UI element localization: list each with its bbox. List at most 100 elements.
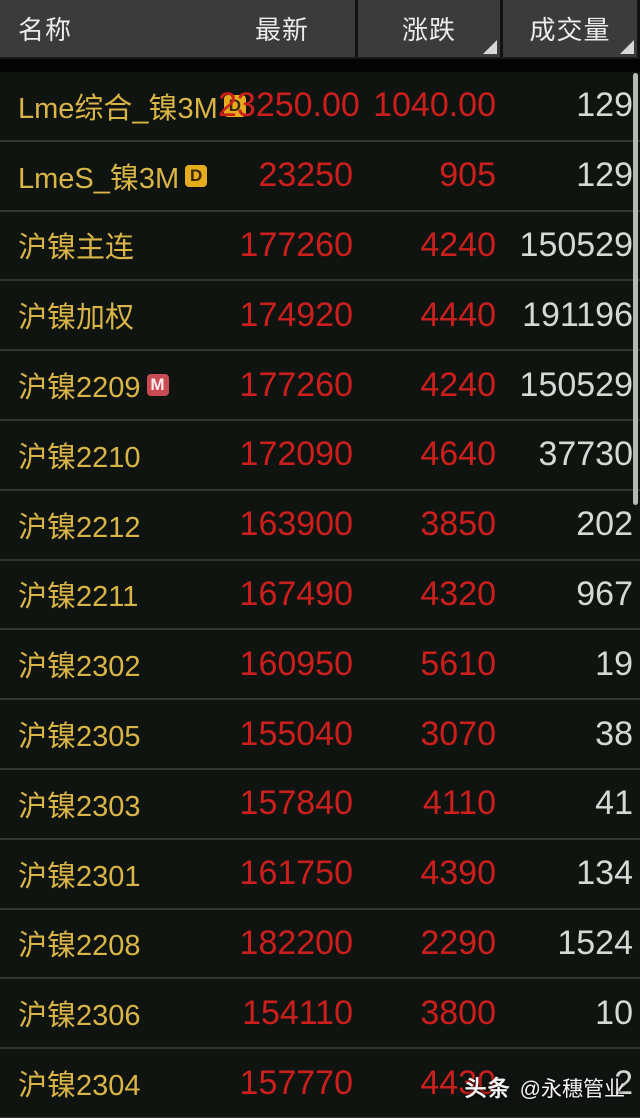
contract-name: 沪镍2209 bbox=[18, 372, 141, 405]
contract-name-cell: 沪镍2209 M bbox=[0, 364, 218, 406]
volume: 202 bbox=[576, 505, 633, 544]
contract-name: 沪镍2306 bbox=[18, 1000, 141, 1033]
table-row[interactable]: 沪镍2212 163900 3850 202 bbox=[0, 491, 640, 561]
last-price: 157770 bbox=[239, 1063, 353, 1102]
volume: 10 bbox=[595, 993, 633, 1032]
column-header-volume-label: 成交量 bbox=[529, 15, 611, 45]
contract-name-cell: 沪镍2302 bbox=[0, 643, 218, 685]
contract-name: 沪镍2302 bbox=[18, 651, 141, 684]
contract-name-cell: 沪镍2305 bbox=[0, 713, 218, 755]
watermark-brand: 头条 bbox=[464, 1076, 511, 1101]
volume: 129 bbox=[576, 156, 633, 195]
last-price: 177260 bbox=[239, 225, 353, 264]
volume: 967 bbox=[576, 574, 633, 613]
price-change: 4240 bbox=[420, 365, 496, 404]
table-row[interactable]: 沪镍2208 182200 2290 1524 bbox=[0, 910, 640, 980]
contract-name: 沪镍2301 bbox=[18, 860, 141, 893]
contract-name-cell: 沪镍2211 bbox=[0, 573, 218, 615]
price-change: 4110 bbox=[422, 784, 496, 823]
price-change: 4430 bbox=[420, 1063, 496, 1102]
last-price: 163900 bbox=[239, 505, 353, 544]
column-header-name[interactable]: 名称 bbox=[0, 0, 218, 57]
column-header-volume[interactable]: 成交量 bbox=[500, 0, 640, 57]
contract-name-cell: 沪镍2306 bbox=[0, 992, 218, 1034]
price-change: 4640 bbox=[420, 435, 496, 474]
column-header-last-label: 最新 bbox=[254, 15, 309, 45]
volume: 41 bbox=[595, 784, 633, 823]
contract-name: 沪镍2304 bbox=[18, 1070, 141, 1103]
volume: 129 bbox=[576, 86, 633, 125]
column-header-last[interactable]: 最新 bbox=[218, 0, 355, 57]
last-price: 161750 bbox=[239, 854, 353, 893]
contract-name: 沪镍主连 bbox=[18, 232, 135, 265]
watermark: 头条 @永穗管业 bbox=[465, 1071, 625, 1103]
volume: 2 bbox=[614, 1063, 633, 1102]
price-change: 5610 bbox=[420, 644, 496, 683]
table-row[interactable]: 沪镍2306 154110 3800 10 bbox=[0, 979, 640, 1050]
column-header-change[interactable]: 涨跌 bbox=[355, 0, 500, 57]
watermark-handle: @永穗管业 bbox=[519, 1078, 625, 1101]
contract-badge: D bbox=[185, 164, 208, 187]
contract-name: Lme综合_镍3M bbox=[18, 92, 218, 125]
table-row[interactable]: 沪镍2210 172090 4640 37730 bbox=[0, 421, 640, 491]
contract-name: 沪镍2212 bbox=[18, 511, 141, 544]
header-divider bbox=[0, 59, 640, 72]
table-row[interactable]: 沪镍2305 155040 3070 38 bbox=[0, 700, 640, 770]
table-row[interactable]: 沪镍2302 160950 5610 19 bbox=[0, 630, 640, 701]
last-price: 154110 bbox=[242, 993, 353, 1032]
contract-name-cell: 沪镍2303 bbox=[0, 783, 218, 825]
volume: 1524 bbox=[557, 923, 633, 962]
contract-name: 沪镍2210 bbox=[18, 441, 141, 474]
price-change: 3800 bbox=[420, 993, 496, 1032]
price-change: 905 bbox=[439, 156, 496, 195]
contract-name-cell: 沪镍2301 bbox=[0, 853, 218, 895]
volume: 191196 bbox=[522, 295, 633, 334]
last-price: 177260 bbox=[239, 365, 353, 404]
last-price: 157840 bbox=[239, 784, 353, 823]
price-change: 3850 bbox=[420, 505, 496, 544]
volume: 19 bbox=[595, 644, 633, 683]
price-change: 1040.00 bbox=[373, 86, 496, 125]
contract-name-cell: 沪镍2210 bbox=[0, 434, 218, 476]
volume: 150529 bbox=[519, 225, 633, 264]
contract-name-cell: Lme综合_镍3M D bbox=[0, 85, 246, 127]
contract-name: 沪镍2305 bbox=[18, 721, 141, 754]
table-row[interactable]: 沪镍2303 157840 4110 41 bbox=[0, 770, 640, 840]
contract-name: LmeS_镍3M bbox=[18, 162, 180, 195]
last-price: 182200 bbox=[239, 923, 353, 962]
price-change: 3070 bbox=[420, 714, 496, 753]
table-row[interactable]: 沪镍2304 157770 4430 2 bbox=[0, 1049, 640, 1118]
table-row[interactable]: 沪镍主连 177260 4240 150529 bbox=[0, 212, 640, 282]
volume: 38 bbox=[595, 714, 633, 753]
table-row[interactable]: 沪镍2301 161750 4390 134 bbox=[0, 840, 640, 910]
volume: 37730 bbox=[538, 435, 633, 474]
column-header-name-label: 名称 bbox=[18, 15, 73, 45]
contract-name: 沪镍2208 bbox=[18, 930, 141, 963]
price-change: 4240 bbox=[420, 225, 496, 264]
price-change: 4390 bbox=[420, 854, 496, 893]
last-price: 160950 bbox=[239, 644, 353, 683]
table-row[interactable]: LmeS_镍3M D 23250 905 129 bbox=[0, 142, 640, 212]
table-row[interactable]: 沪镍加权 174920 4440 191196 bbox=[0, 281, 640, 352]
table-header: 名称 最新 涨跌 成交量 bbox=[0, 0, 640, 59]
contract-name-cell: 沪镍2212 bbox=[0, 504, 218, 546]
price-change: 2290 bbox=[420, 923, 496, 962]
volume: 134 bbox=[576, 854, 633, 893]
table-row[interactable]: 沪镍2211 167490 4320 967 bbox=[0, 561, 640, 631]
contract-name-cell: 沪镍主连 bbox=[0, 224, 218, 266]
contract-name-cell: 沪镍加权 bbox=[0, 294, 218, 336]
last-price: 23250.00 bbox=[218, 86, 360, 125]
scrollbar-thumb[interactable] bbox=[633, 73, 638, 505]
contract-name-cell: LmeS_镍3M D bbox=[0, 155, 218, 197]
contract-badge: D bbox=[223, 94, 246, 117]
table-row[interactable]: Lme综合_镍3M D 23250.00 1040.00 129 bbox=[0, 72, 640, 142]
table-row[interactable]: 沪镍2209 M 177260 4240 150529 bbox=[0, 351, 640, 421]
last-price: 167490 bbox=[239, 574, 353, 613]
contract-name: 沪镍加权 bbox=[18, 302, 135, 335]
price-change: 4440 bbox=[420, 295, 496, 334]
contract-name: 沪镍2303 bbox=[18, 790, 141, 823]
quote-list: Lme综合_镍3M D 23250.00 1040.00 129 LmeS_镍3… bbox=[0, 72, 640, 1118]
contract-name-cell: 沪镍2208 bbox=[0, 922, 218, 964]
contract-name: 沪镍2211 bbox=[18, 581, 139, 614]
